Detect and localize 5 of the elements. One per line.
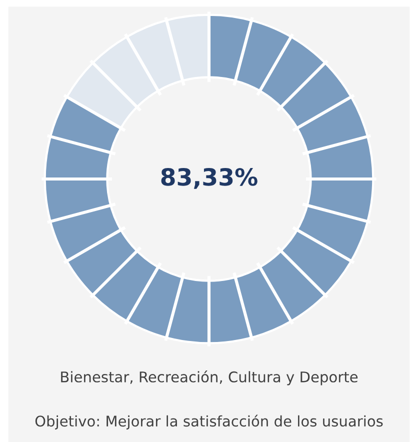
donut-slice [44, 14, 374, 344]
text: Bienestar, Recreación, Cultura y Deporte [61, 370, 358, 386]
text: Objetivo: Mejorar la satisfacción de los usuarios [35, 414, 383, 430]
donut-slice [66, 14, 210, 130]
data-label: 83,33% [161, 168, 258, 189]
